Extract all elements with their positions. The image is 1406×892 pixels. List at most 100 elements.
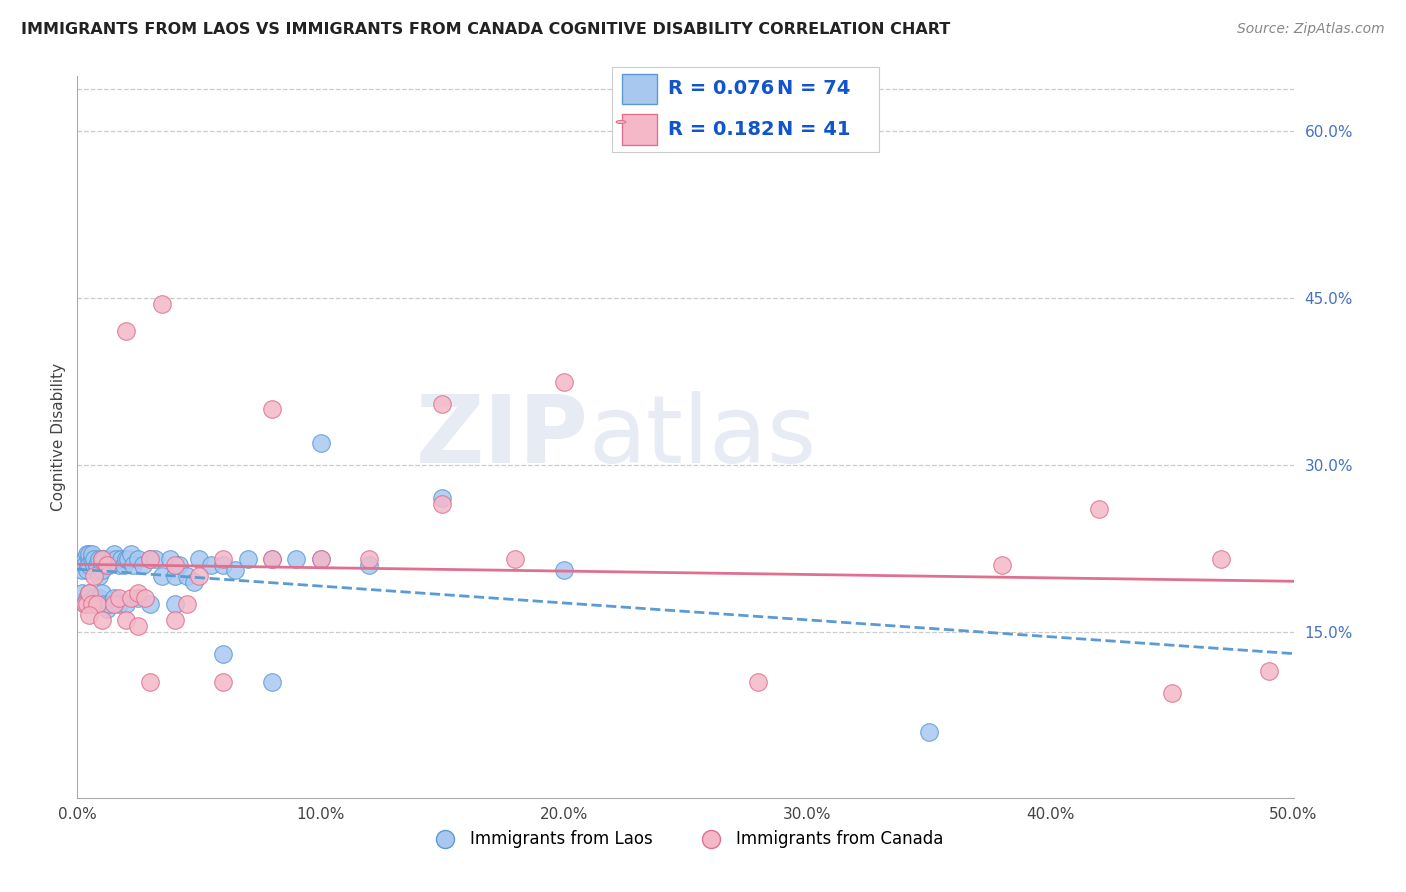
Text: N = 41: N = 41 [778, 120, 851, 139]
Point [90, 552, 112, 566]
Point [93, 552, 115, 566]
Point [503, 552, 526, 566]
Point [90, 552, 112, 566]
Point [990, 558, 1012, 572]
Point [260, 552, 283, 566]
Point [76, 547, 98, 561]
Point [152, 296, 174, 310]
Point [97, 597, 120, 611]
Point [70, 564, 93, 578]
Bar [623, 74, 657, 104]
Point [83, 552, 105, 566]
Point [107, 558, 129, 572]
Point [1161, 686, 1184, 700]
Point [100, 552, 122, 566]
Point [73, 597, 96, 611]
Point [212, 558, 235, 572]
Point [86, 564, 108, 578]
Point [127, 585, 149, 599]
Point [430, 397, 453, 411]
Point [80, 597, 103, 611]
Point [159, 552, 181, 566]
Circle shape [616, 120, 626, 123]
Point [96, 602, 118, 616]
Point [918, 724, 941, 739]
Point [430, 497, 453, 511]
Point [97, 558, 120, 572]
Point [430, 491, 453, 506]
Point [212, 552, 235, 566]
Point [212, 647, 235, 661]
Point [134, 591, 156, 606]
Y-axis label: Cognitive Disability: Cognitive Disability [51, 363, 66, 511]
Point [117, 552, 139, 566]
Point [83, 569, 105, 583]
Point [79, 558, 101, 572]
Point [139, 552, 162, 566]
Point [86, 597, 108, 611]
Point [120, 547, 142, 561]
Point [90, 614, 112, 628]
Point [143, 552, 166, 566]
Point [309, 552, 332, 566]
Point [103, 591, 125, 606]
Point [115, 614, 138, 628]
Point [80, 547, 103, 561]
Point [176, 569, 198, 583]
Point [89, 552, 111, 566]
Point [115, 325, 138, 339]
Point [89, 591, 111, 606]
Point [309, 552, 332, 566]
Point [212, 674, 235, 689]
Point [132, 558, 155, 572]
Point [163, 569, 186, 583]
Point [107, 591, 129, 606]
Point [260, 552, 283, 566]
Point [79, 585, 101, 599]
Point [188, 569, 211, 583]
Point [76, 591, 98, 606]
Legend: Immigrants from Laos, Immigrants from Canada: Immigrants from Laos, Immigrants from Ca… [422, 823, 949, 855]
Point [260, 402, 283, 417]
Point [1258, 664, 1281, 678]
Point [127, 552, 149, 566]
Point [90, 564, 112, 578]
Point [163, 558, 186, 572]
Point [359, 552, 381, 566]
Point [1209, 552, 1232, 566]
Point [103, 547, 125, 561]
Point [79, 607, 101, 622]
Point [76, 597, 98, 611]
Point [139, 552, 162, 566]
Point [200, 558, 222, 572]
Point [80, 597, 103, 611]
Text: Source: ZipAtlas.com: Source: ZipAtlas.com [1237, 22, 1385, 37]
Point [73, 597, 96, 611]
Point [83, 591, 105, 606]
Point [183, 574, 205, 589]
Point [359, 558, 381, 572]
Point [86, 597, 108, 611]
Point [152, 569, 174, 583]
Point [176, 597, 198, 611]
Text: IMMIGRANTS FROM LAOS VS IMMIGRANTS FROM CANADA COGNITIVE DISABILITY CORRELATION : IMMIGRANTS FROM LAOS VS IMMIGRANTS FROM … [21, 22, 950, 37]
Point [73, 558, 96, 572]
Point [285, 552, 308, 566]
Point [96, 558, 118, 572]
Point [89, 569, 111, 583]
Point [70, 585, 93, 599]
Point [1088, 502, 1111, 516]
Point [115, 597, 138, 611]
Point [260, 674, 283, 689]
Point [127, 591, 149, 606]
Point [80, 552, 103, 566]
Point [107, 597, 129, 611]
Point [139, 674, 162, 689]
Point [188, 552, 211, 566]
Point [83, 558, 105, 572]
Point [747, 674, 769, 689]
Point [139, 597, 162, 611]
Point [127, 619, 149, 633]
Point [169, 558, 191, 572]
Point [79, 547, 101, 561]
